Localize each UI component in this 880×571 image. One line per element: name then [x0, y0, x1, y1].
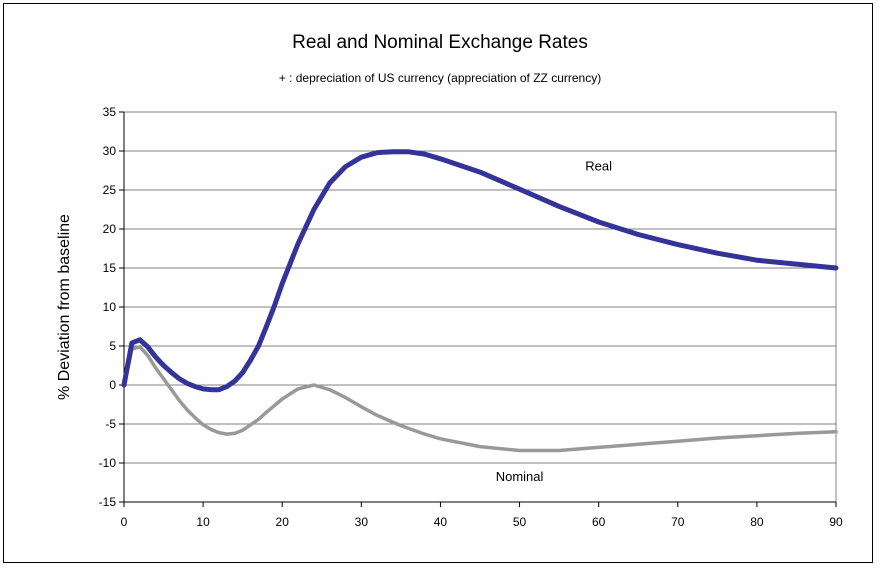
x-tick-label: 60 — [592, 515, 606, 529]
x-tick-label: 70 — [671, 515, 685, 529]
y-tick-label: -10 — [99, 456, 117, 470]
annotation-nominal: Nominal — [496, 469, 544, 484]
x-tick-label: 80 — [750, 515, 764, 529]
x-tick-label: 20 — [276, 515, 290, 529]
x-tick-label: 10 — [196, 515, 210, 529]
y-tick-label: 5 — [109, 339, 116, 353]
chart-title: Real and Nominal Exchange Rates — [292, 32, 588, 53]
x-tick-label: 50 — [513, 515, 527, 529]
y-tick-label: -5 — [105, 417, 116, 431]
annotation-real: Real — [585, 159, 612, 174]
series-line-real — [121, 149, 839, 393]
series-lines — [121, 149, 839, 453]
series-line-nominal — [122, 345, 838, 453]
gridlines — [124, 150, 836, 464]
y-tick-label: 10 — [103, 300, 117, 314]
x-tick-label: 30 — [355, 515, 369, 529]
chart-subtitle: + : depreciation of US currency (appreci… — [278, 71, 602, 85]
annotations: Real Nominal — [496, 159, 612, 484]
y-tick-label: 35 — [103, 105, 117, 119]
y-tick-label: 25 — [103, 183, 117, 197]
y-tick-label: 0 — [109, 378, 116, 392]
y-tick-label: 20 — [103, 222, 117, 236]
y-tick-label: 15 — [103, 261, 117, 275]
x-tick-label: 0 — [121, 515, 128, 529]
axes: -15 -10 -5 0 5 10 15 20 25 30 35 0 10 20 30 40 50 60 70 80 9… — [99, 105, 843, 529]
x-tick-label: 40 — [434, 515, 448, 529]
y-axis-label: % Deviation from baseline — [56, 214, 73, 400]
x-tick-label: 90 — [829, 515, 843, 529]
y-tick-label: 30 — [103, 144, 117, 158]
y-tick-label: -15 — [99, 495, 117, 509]
